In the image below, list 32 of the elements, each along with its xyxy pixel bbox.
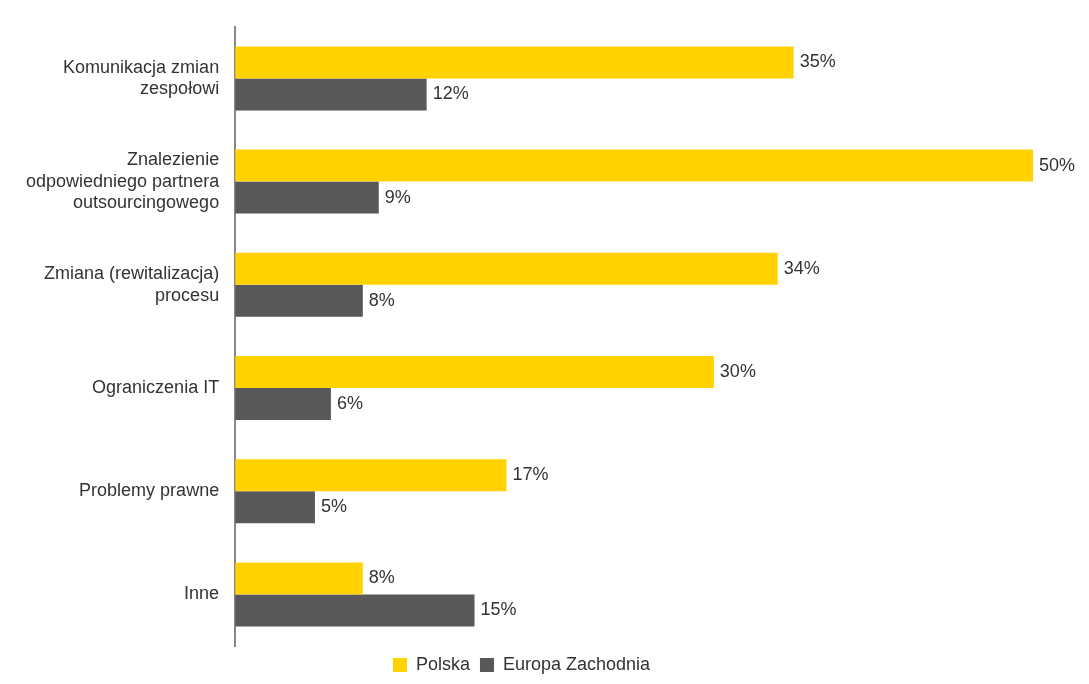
bar (235, 562, 363, 595)
data-label: 17% (512, 464, 549, 485)
bar (235, 356, 714, 388)
data-label: 8% (368, 567, 395, 588)
y-tick-label: Zmiana (rewitalizacja) procesu (44, 262, 220, 305)
data-label: 30% (719, 360, 756, 381)
data-label: 9% (384, 186, 411, 207)
bar (235, 46, 794, 79)
data-label: 8% (368, 289, 395, 310)
data-label: 50% (1039, 154, 1076, 175)
bar (235, 284, 363, 317)
data-label: 35% (799, 51, 836, 72)
y-tick-label: Problemy prawne (79, 480, 220, 501)
bar (235, 78, 427, 111)
y-tick-label: Ograniczenia IT (92, 376, 220, 397)
bar (235, 149, 1033, 182)
bar (235, 252, 778, 285)
bar (235, 388, 331, 420)
y-tick-label: Znalezienie odpowiedniego partnera outsourcingowego (25, 148, 221, 213)
data-label: 5% (320, 496, 347, 517)
data-label: 12% (432, 83, 469, 104)
y-tick-label: Komunikacja zmian zespołowi (63, 56, 220, 99)
legend-label: Europa Zachodnia (502, 653, 652, 674)
data-label: 15% (480, 599, 517, 620)
bar (235, 459, 507, 492)
bar (235, 594, 475, 627)
bar (235, 491, 315, 524)
data-label: 6% (336, 392, 363, 413)
y-tick-label: Inne (184, 583, 220, 604)
data-label: 34% (783, 257, 820, 278)
legend-label: Polska (415, 653, 471, 674)
bar (235, 181, 379, 214)
